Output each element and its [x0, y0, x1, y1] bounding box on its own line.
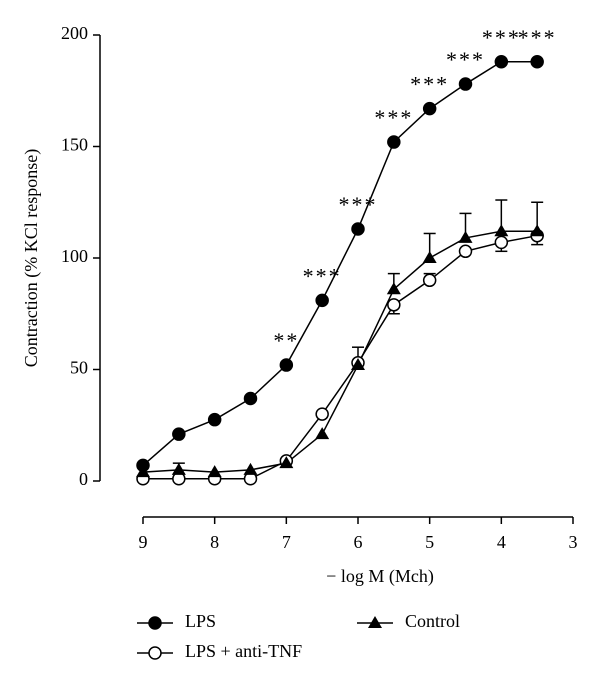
significance-label: ** — [273, 328, 299, 353]
data-point — [243, 391, 258, 406]
data-point — [494, 55, 509, 69]
data-point — [315, 293, 329, 308]
data-point — [387, 298, 401, 312]
data-point — [530, 224, 545, 237]
x-tick-label: 3 — [569, 532, 578, 552]
data-point — [351, 358, 365, 371]
data-point — [458, 230, 473, 243]
significance-label: *** — [446, 47, 485, 72]
y-axis-label: Contraction (% KCl response) — [21, 149, 42, 367]
y-tick-label: 200 — [61, 23, 88, 43]
legend-marker — [148, 646, 162, 660]
data-point — [494, 224, 509, 237]
data-point — [387, 135, 401, 149]
y-tick-label: 50 — [70, 358, 88, 378]
significance-label: *** — [339, 192, 378, 217]
data-point — [279, 358, 294, 372]
data-point — [422, 273, 437, 288]
data-point — [243, 462, 258, 475]
data-point — [172, 427, 186, 441]
significance-label: *** — [518, 25, 557, 50]
x-tick-label: 9 — [139, 532, 148, 552]
x-axis-label: − log M (Mch) — [326, 566, 434, 587]
data-point — [136, 465, 150, 478]
series-line — [142, 230, 538, 473]
significance-label: *** — [374, 105, 413, 130]
significance-label: *** — [303, 263, 342, 288]
y-tick-label: 0 — [79, 469, 88, 489]
legend-label: Control — [405, 611, 460, 631]
significance-label: *** — [410, 72, 449, 97]
data-point — [386, 282, 401, 295]
significance-label: *** — [482, 25, 521, 50]
legend-marker — [368, 616, 382, 628]
data-point — [422, 101, 437, 116]
legend-label: LPS + anti-TNF — [185, 641, 302, 661]
data-point — [458, 77, 473, 91]
data-point — [351, 222, 365, 236]
x-tick-label: 6 — [354, 532, 363, 552]
data-point — [422, 251, 437, 263]
x-tick-label: 5 — [425, 532, 434, 552]
data-point — [315, 427, 330, 440]
legend-marker — [148, 616, 162, 630]
data-point — [207, 465, 222, 478]
x-tick-label: 7 — [282, 532, 291, 552]
y-tick-label: 100 — [61, 246, 88, 266]
data-point — [279, 456, 294, 469]
x-tick-label: 8 — [210, 532, 219, 552]
data-point — [458, 244, 473, 259]
data-point — [315, 407, 329, 421]
data-point — [494, 235, 509, 250]
data-point — [530, 55, 544, 69]
x-tick-label: 4 — [497, 532, 506, 552]
data-point — [207, 412, 222, 427]
y-tick-label: 150 — [61, 135, 88, 155]
data-point — [171, 462, 186, 475]
legend-label: LPS — [185, 611, 216, 631]
